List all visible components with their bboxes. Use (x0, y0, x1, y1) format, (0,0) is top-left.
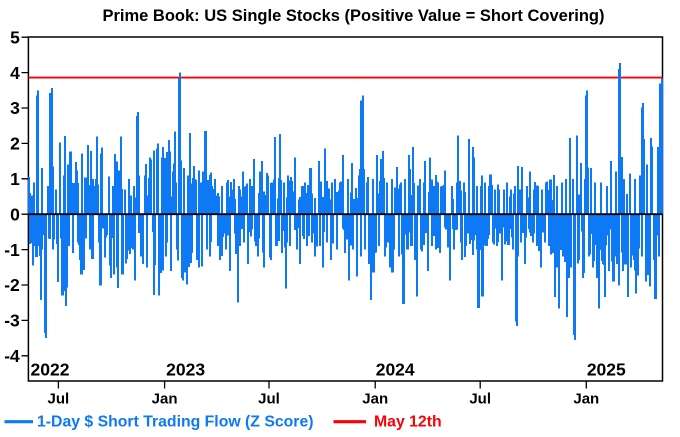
svg-text:-1: -1 (4, 240, 20, 260)
svg-text:0: 0 (10, 204, 20, 224)
svg-text:2: 2 (10, 134, 20, 154)
svg-text:2023: 2023 (166, 360, 205, 380)
svg-text:Jan: Jan (573, 391, 599, 408)
svg-text:2025: 2025 (587, 360, 626, 380)
svg-text:2022: 2022 (31, 360, 70, 380)
svg-text:-2: -2 (4, 275, 20, 295)
svg-text:Jul: Jul (469, 391, 491, 408)
svg-text:2024: 2024 (376, 360, 415, 380)
svg-text:1: 1 (10, 169, 20, 189)
svg-text:Jan: Jan (152, 391, 178, 408)
svg-text:Jul: Jul (258, 391, 280, 408)
svg-text:4: 4 (10, 63, 20, 83)
svg-text:3: 3 (10, 98, 20, 118)
svg-text:Jan: Jan (362, 391, 388, 408)
svg-text:Jul: Jul (48, 391, 70, 408)
svg-text:-4: -4 (4, 346, 20, 366)
svg-text:1-Day $ Short Trading Flow (Z: 1-Day $ Short Trading Flow (Z Score) (37, 414, 313, 431)
svg-text:-3: -3 (4, 311, 20, 331)
svg-text:May 12th: May 12th (374, 414, 442, 431)
svg-text:5: 5 (10, 27, 20, 47)
svg-text:Prime Book: US Single Stocks (: Prime Book: US Single Stocks (Positive V… (102, 7, 604, 25)
